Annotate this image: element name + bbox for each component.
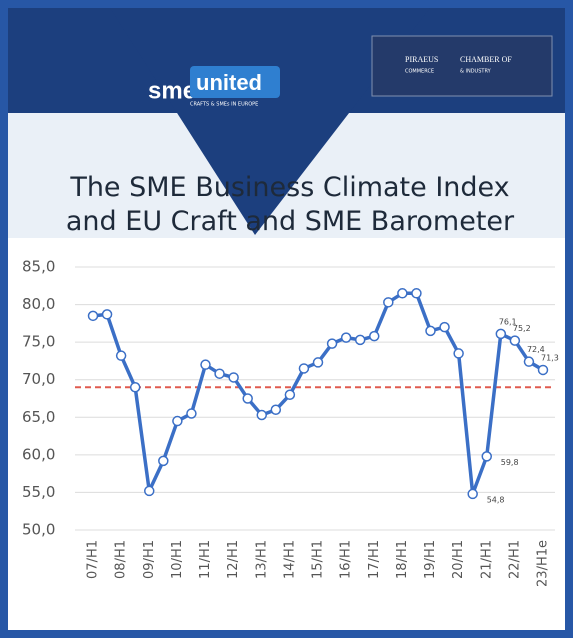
y-tick-label: 65,0 bbox=[22, 408, 55, 426]
logo-right: PIRAEUS bbox=[405, 55, 438, 64]
logo-right-box bbox=[371, 35, 553, 97]
logo-box bbox=[190, 66, 280, 98]
data-label: 72,4 bbox=[527, 345, 545, 354]
x-tick-label: 10/H1 bbox=[170, 540, 185, 579]
data-label: 71,3 bbox=[541, 353, 559, 362]
point bbox=[467, 488, 478, 500]
x-tick-label: 09/H1 bbox=[142, 540, 157, 579]
x-tick-label: 07/H1 bbox=[86, 540, 101, 579]
point bbox=[383, 297, 394, 308]
y-tick-label: 55,0 bbox=[22, 483, 55, 501]
logo-text: sme bbox=[148, 77, 196, 104]
x-tick-label: 13/H1 bbox=[254, 540, 269, 579]
data-label: 54,8 bbox=[487, 495, 505, 504]
point bbox=[537, 364, 549, 376]
x-tick-label: 18/H1 bbox=[395, 540, 410, 579]
point bbox=[425, 325, 436, 337]
point bbox=[256, 409, 267, 421]
x-tick-label: 21/H1 bbox=[479, 540, 494, 579]
point bbox=[354, 334, 366, 346]
point bbox=[312, 357, 324, 368]
x-tick-label: 20/H1 bbox=[451, 540, 466, 579]
data-label: 59,8 bbox=[501, 458, 519, 467]
point bbox=[186, 408, 197, 419]
point bbox=[172, 415, 183, 427]
x-tick-label: 11/H1 bbox=[198, 540, 213, 579]
point bbox=[340, 332, 352, 343]
logo-right: CHAMBER OF bbox=[460, 55, 512, 64]
x-tick-label: 22/H1 bbox=[507, 540, 522, 579]
point bbox=[214, 368, 225, 379]
x-tick-label: 17/H1 bbox=[367, 540, 382, 579]
y-tick-label: 80,0 bbox=[22, 295, 55, 313]
x-tick-label: 15/H1 bbox=[311, 540, 326, 579]
x-tick-label: 19/H1 bbox=[423, 540, 438, 579]
logo-right: & INDUSTRY bbox=[460, 69, 492, 75]
y-tick-label: 85,0 bbox=[22, 258, 55, 276]
x-tick-label: 14/H1 bbox=[282, 540, 297, 579]
point bbox=[411, 288, 422, 299]
x-tick-label: 23/H1e bbox=[536, 540, 551, 587]
point bbox=[115, 350, 127, 361]
y-tick-label: 50,0 bbox=[22, 521, 55, 539]
x-tick-label: 16/H1 bbox=[339, 540, 354, 579]
point bbox=[228, 372, 239, 383]
point bbox=[369, 330, 380, 342]
point bbox=[326, 338, 338, 349]
point bbox=[523, 356, 535, 367]
y-tick-label: 60,0 bbox=[22, 445, 55, 463]
x-tick-label: 08/H1 bbox=[114, 540, 129, 579]
point bbox=[270, 404, 282, 416]
logo-tagline: CRAFTS & SMEs IN EUROPE bbox=[190, 102, 258, 108]
point bbox=[87, 310, 99, 322]
point bbox=[158, 455, 169, 467]
point bbox=[439, 321, 450, 333]
chart-title: The SME Business Climate Index and EU Cra… bbox=[66, 172, 515, 237]
point bbox=[397, 288, 408, 299]
logo-right: COMMERCE bbox=[405, 69, 434, 75]
point bbox=[242, 393, 253, 404]
point bbox=[144, 485, 155, 497]
y-tick-label: 70,0 bbox=[22, 370, 55, 388]
point bbox=[509, 335, 521, 346]
point bbox=[481, 451, 492, 462]
x-tick-label: 12/H1 bbox=[226, 540, 241, 579]
data-label: 75,2 bbox=[513, 324, 531, 333]
point bbox=[101, 309, 113, 320]
y-tick-label: 75,0 bbox=[22, 333, 55, 351]
point bbox=[495, 328, 507, 340]
point bbox=[200, 359, 211, 370]
data-label: 76,1 bbox=[499, 317, 517, 326]
point bbox=[298, 363, 310, 374]
banner-wedge bbox=[110, 8, 430, 235]
point bbox=[453, 348, 464, 359]
logo-text: united bbox=[196, 70, 262, 95]
point bbox=[129, 381, 141, 393]
point bbox=[284, 389, 296, 400]
